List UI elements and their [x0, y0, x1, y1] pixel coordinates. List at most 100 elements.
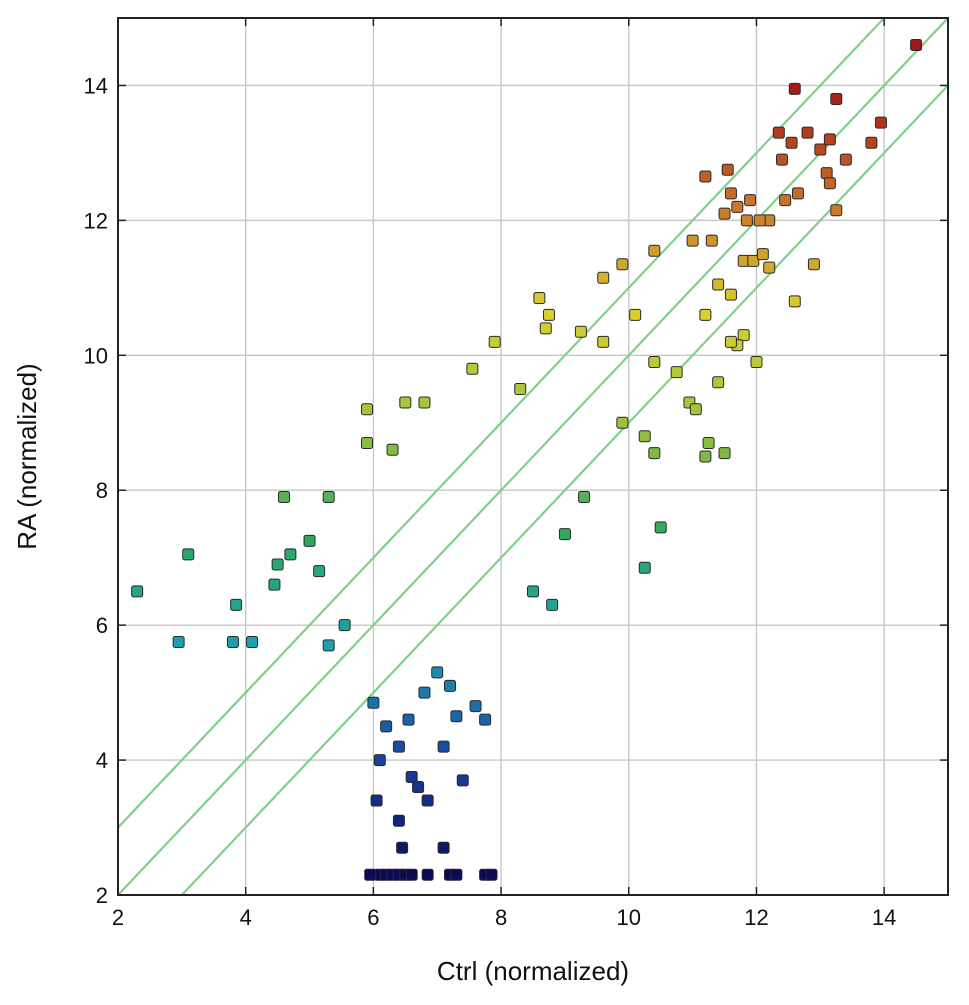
y-tick-label: 10 — [84, 343, 108, 368]
data-point — [910, 38, 923, 51]
data-point — [788, 295, 801, 308]
data-point — [740, 214, 753, 227]
data-point — [533, 291, 546, 304]
data-point — [670, 366, 683, 379]
data-point — [373, 754, 386, 767]
data-point — [370, 794, 383, 807]
data-point — [488, 335, 501, 348]
x-tick-label: 14 — [872, 905, 896, 930]
data-point — [686, 234, 699, 247]
x-tick-label: 8 — [495, 905, 507, 930]
data-point — [772, 126, 785, 139]
x-tick-label: 2 — [112, 905, 124, 930]
data-point — [712, 278, 725, 291]
data-point — [731, 200, 744, 213]
reference-line-3 — [180, 84, 948, 895]
data-point — [776, 153, 788, 166]
data-point — [469, 700, 482, 713]
y-tick-label: 2 — [96, 883, 108, 908]
reference-lines — [118, 18, 948, 895]
data-point — [386, 443, 399, 456]
reference-line-2 — [118, 18, 948, 895]
data-point — [712, 376, 725, 389]
data-point — [405, 770, 418, 783]
data-point — [597, 271, 610, 284]
data-point — [367, 696, 380, 709]
data-point — [444, 679, 456, 692]
data-point — [437, 740, 450, 753]
data-point — [718, 207, 731, 220]
data-point — [756, 248, 769, 261]
data-point — [648, 244, 661, 257]
data-point — [724, 335, 737, 348]
y-axis-title: RA (normalized) — [12, 363, 42, 549]
data-point — [131, 585, 144, 598]
plot-frame — [117, 17, 949, 896]
data-point — [753, 214, 766, 227]
data-point — [788, 82, 801, 95]
data-point — [418, 686, 431, 699]
data-point — [456, 774, 469, 787]
data-point — [361, 437, 373, 450]
data-point — [874, 116, 887, 129]
data-point — [527, 585, 539, 598]
data-point — [785, 136, 798, 149]
data-point — [278, 490, 290, 503]
data-point — [338, 619, 351, 632]
data-point — [421, 794, 434, 807]
data-point — [807, 258, 820, 271]
data-point — [638, 561, 651, 574]
y-tick-label: 6 — [96, 613, 108, 638]
data-point — [839, 153, 852, 166]
data-point — [226, 636, 239, 649]
data-point — [699, 170, 712, 183]
data-point — [380, 720, 393, 733]
data-point — [361, 403, 373, 416]
data-point — [172, 636, 185, 649]
data-point — [578, 490, 591, 503]
x-tick-label: 4 — [240, 905, 252, 930]
y-tick-label: 4 — [96, 748, 108, 773]
data-point — [779, 194, 792, 207]
data-point — [814, 143, 827, 156]
data-point — [820, 167, 833, 180]
data-point — [322, 639, 335, 652]
data-point — [616, 416, 629, 429]
data-point — [421, 868, 434, 881]
data-point — [437, 841, 450, 854]
data-point — [737, 329, 750, 342]
data-point — [763, 261, 776, 274]
data-point — [466, 362, 479, 375]
data-point — [689, 403, 702, 416]
data-point — [724, 187, 737, 200]
data-point — [616, 258, 629, 271]
data-point — [364, 868, 377, 881]
data-point — [699, 450, 712, 463]
data-point — [648, 356, 661, 369]
data-point — [648, 447, 661, 460]
data-point — [539, 322, 552, 335]
data-point — [699, 308, 712, 321]
data-point — [284, 548, 297, 561]
data-point — [702, 437, 715, 450]
data-point — [271, 558, 284, 571]
y-tick-label: 14 — [84, 73, 108, 98]
x-tick-label: 12 — [744, 905, 768, 930]
data-point — [747, 254, 760, 267]
data-point — [721, 163, 734, 176]
x-axis-title: Ctrl (normalized) — [437, 956, 629, 986]
data-point — [597, 335, 610, 348]
data-point — [412, 781, 425, 794]
y-tick-label: 8 — [96, 478, 108, 503]
data-point — [830, 92, 843, 105]
data-point — [574, 325, 587, 338]
data-point — [479, 713, 492, 726]
data-point — [182, 548, 195, 561]
data-point — [744, 194, 757, 207]
data-point — [750, 356, 763, 369]
data-point — [558, 528, 571, 541]
data-point — [629, 308, 642, 321]
data-point — [303, 534, 316, 547]
data-point — [724, 288, 737, 301]
data-point — [392, 814, 405, 827]
